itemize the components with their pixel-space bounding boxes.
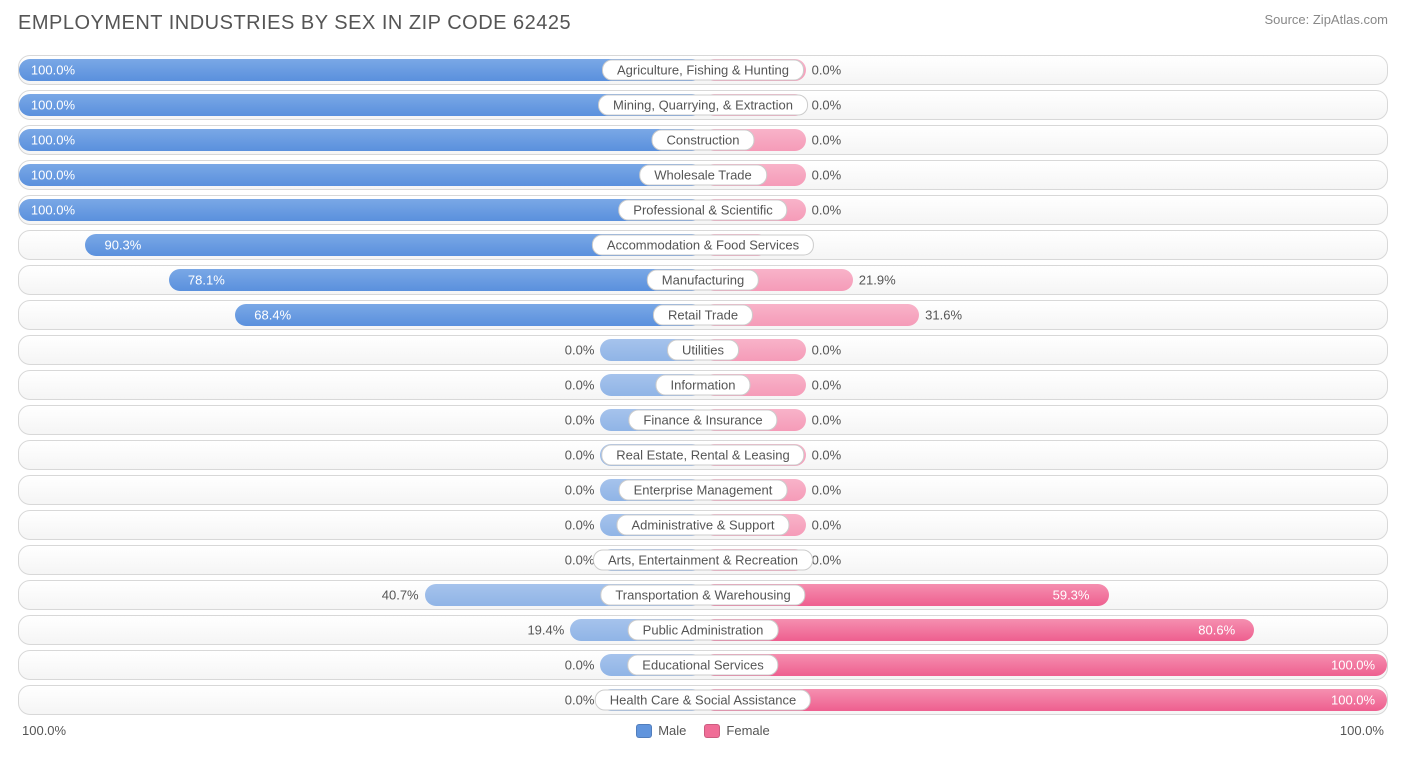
value-female: 0.0% xyxy=(812,378,842,393)
value-female: 0.0% xyxy=(812,483,842,498)
value-male: 100.0% xyxy=(31,203,75,218)
chart-row: 100.0% 0.0% Wholesale Trade xyxy=(18,160,1388,190)
value-male: 19.4% xyxy=(527,623,564,638)
value-male: 90.3% xyxy=(104,238,141,253)
chart-row: 0.0% 0.0% Utilities xyxy=(18,335,1388,365)
chart-row: 0.0% 0.0% Real Estate, Rental & Leasing xyxy=(18,440,1388,470)
legend: Male Female xyxy=(636,723,770,738)
axis-label-right: 100.0% xyxy=(1340,723,1384,738)
value-male: 40.7% xyxy=(382,588,419,603)
category-label: Manufacturing xyxy=(647,270,759,291)
chart-row: 68.4% 31.6% Retail Trade xyxy=(18,300,1388,330)
category-label: Utilities xyxy=(667,340,739,361)
value-female: 0.0% xyxy=(812,518,842,533)
bar-male xyxy=(19,164,703,186)
category-label: Agriculture, Fishing & Hunting xyxy=(602,60,804,81)
value-female: 100.0% xyxy=(1331,693,1375,708)
bar-female xyxy=(703,619,1254,641)
axis-label-left: 100.0% xyxy=(22,723,66,738)
value-female: 100.0% xyxy=(1331,658,1375,673)
legend-label: Female xyxy=(726,723,769,738)
category-label: Retail Trade xyxy=(653,305,753,326)
bar-male xyxy=(169,269,703,291)
category-label: Real Estate, Rental & Leasing xyxy=(601,445,804,466)
category-label: Educational Services xyxy=(627,655,778,676)
category-label: Arts, Entertainment & Recreation xyxy=(593,550,813,571)
value-female: 0.0% xyxy=(812,98,842,113)
value-male: 0.0% xyxy=(565,343,595,358)
value-male: 0.0% xyxy=(565,413,595,428)
value-male: 100.0% xyxy=(31,133,75,148)
legend-swatch xyxy=(704,724,720,738)
category-label: Health Care & Social Assistance xyxy=(595,690,811,711)
category-label: Public Administration xyxy=(628,620,779,641)
value-female: 59.3% xyxy=(1053,588,1090,603)
bar-male xyxy=(19,199,703,221)
value-male: 0.0% xyxy=(565,553,595,568)
bar-female xyxy=(703,654,1387,676)
bar-male xyxy=(19,129,703,151)
chart-row: 78.1% 21.9% Manufacturing xyxy=(18,265,1388,295)
category-label: Information xyxy=(655,375,750,396)
value-female: 31.6% xyxy=(925,308,962,323)
value-female: 21.9% xyxy=(859,273,896,288)
value-female: 0.0% xyxy=(812,448,842,463)
bar-male xyxy=(19,59,703,81)
value-male: 0.0% xyxy=(565,448,595,463)
value-male: 100.0% xyxy=(31,98,75,113)
chart-row: 40.7% 59.3% Transportation & Warehousing xyxy=(18,580,1388,610)
category-label: Transportation & Warehousing xyxy=(600,585,805,606)
category-label: Administrative & Support xyxy=(616,515,789,536)
chart-row: 0.0% 100.0% Health Care & Social Assistanc… xyxy=(18,685,1388,715)
chart-header: EMPLOYMENT INDUSTRIES BY SEX IN ZIP CODE… xyxy=(18,12,1388,35)
chart-row: 100.0% 0.0% Professional & Scientific xyxy=(18,195,1388,225)
value-female: 0.0% xyxy=(812,63,842,78)
chart-row: 0.0% 100.0% Educational Services xyxy=(18,650,1388,680)
value-male: 100.0% xyxy=(31,63,75,78)
legend-item: Male xyxy=(636,723,686,738)
chart-footer: 100.0% Male Female 100.0% xyxy=(18,723,1388,738)
value-male: 100.0% xyxy=(31,168,75,183)
value-female: 80.6% xyxy=(1198,623,1235,638)
chart-row: 0.0% 0.0% Administrative & Support xyxy=(18,510,1388,540)
value-female: 0.0% xyxy=(812,343,842,358)
chart-source: Source: ZipAtlas.com xyxy=(1264,12,1388,27)
category-label: Accommodation & Food Services xyxy=(592,235,814,256)
category-label: Finance & Insurance xyxy=(628,410,777,431)
chart-row: 100.0% 0.0% Agriculture, Fishing & Hunting xyxy=(18,55,1388,85)
chart-row: 100.0% 0.0% Construction xyxy=(18,125,1388,155)
legend-label: Male xyxy=(658,723,686,738)
value-female: 0.0% xyxy=(812,203,842,218)
legend-item: Female xyxy=(704,723,769,738)
chart-row: 19.4% 80.6% Public Administration xyxy=(18,615,1388,645)
value-male: 78.1% xyxy=(188,273,225,288)
chart-row: 100.0% 0.0% Mining, Quarrying, & Extractio… xyxy=(18,90,1388,120)
chart-title: EMPLOYMENT INDUSTRIES BY SEX IN ZIP CODE… xyxy=(18,12,571,35)
diverging-bar-chart: 100.0% 0.0% Agriculture, Fishing & Hunting… xyxy=(18,55,1388,715)
value-female: 0.0% xyxy=(812,133,842,148)
category-label: Wholesale Trade xyxy=(639,165,767,186)
value-male: 68.4% xyxy=(254,308,291,323)
value-female: 0.0% xyxy=(812,553,842,568)
category-label: Enterprise Management xyxy=(619,480,788,501)
value-male: 0.0% xyxy=(565,693,595,708)
chart-row: 0.0% 0.0% Enterprise Management xyxy=(18,475,1388,505)
value-female: 0.0% xyxy=(812,168,842,183)
value-male: 0.0% xyxy=(565,483,595,498)
chart-row: 0.0% 0.0% Finance & Insurance xyxy=(18,405,1388,435)
chart-row: 0.0% 0.0% Information xyxy=(18,370,1388,400)
category-label: Mining, Quarrying, & Extraction xyxy=(598,95,808,116)
category-label: Construction xyxy=(652,130,755,151)
value-female: 0.0% xyxy=(812,413,842,428)
chart-row: 90.3%9.7%Accommodation & Food Services xyxy=(18,230,1388,260)
bar-male xyxy=(235,304,703,326)
legend-swatch xyxy=(636,724,652,738)
value-male: 0.0% xyxy=(565,518,595,533)
value-male: 0.0% xyxy=(565,658,595,673)
category-label: Professional & Scientific xyxy=(618,200,787,221)
value-male: 0.0% xyxy=(565,378,595,393)
chart-row: 0.0% 0.0%Arts, Entertainment & Recreation xyxy=(18,545,1388,575)
